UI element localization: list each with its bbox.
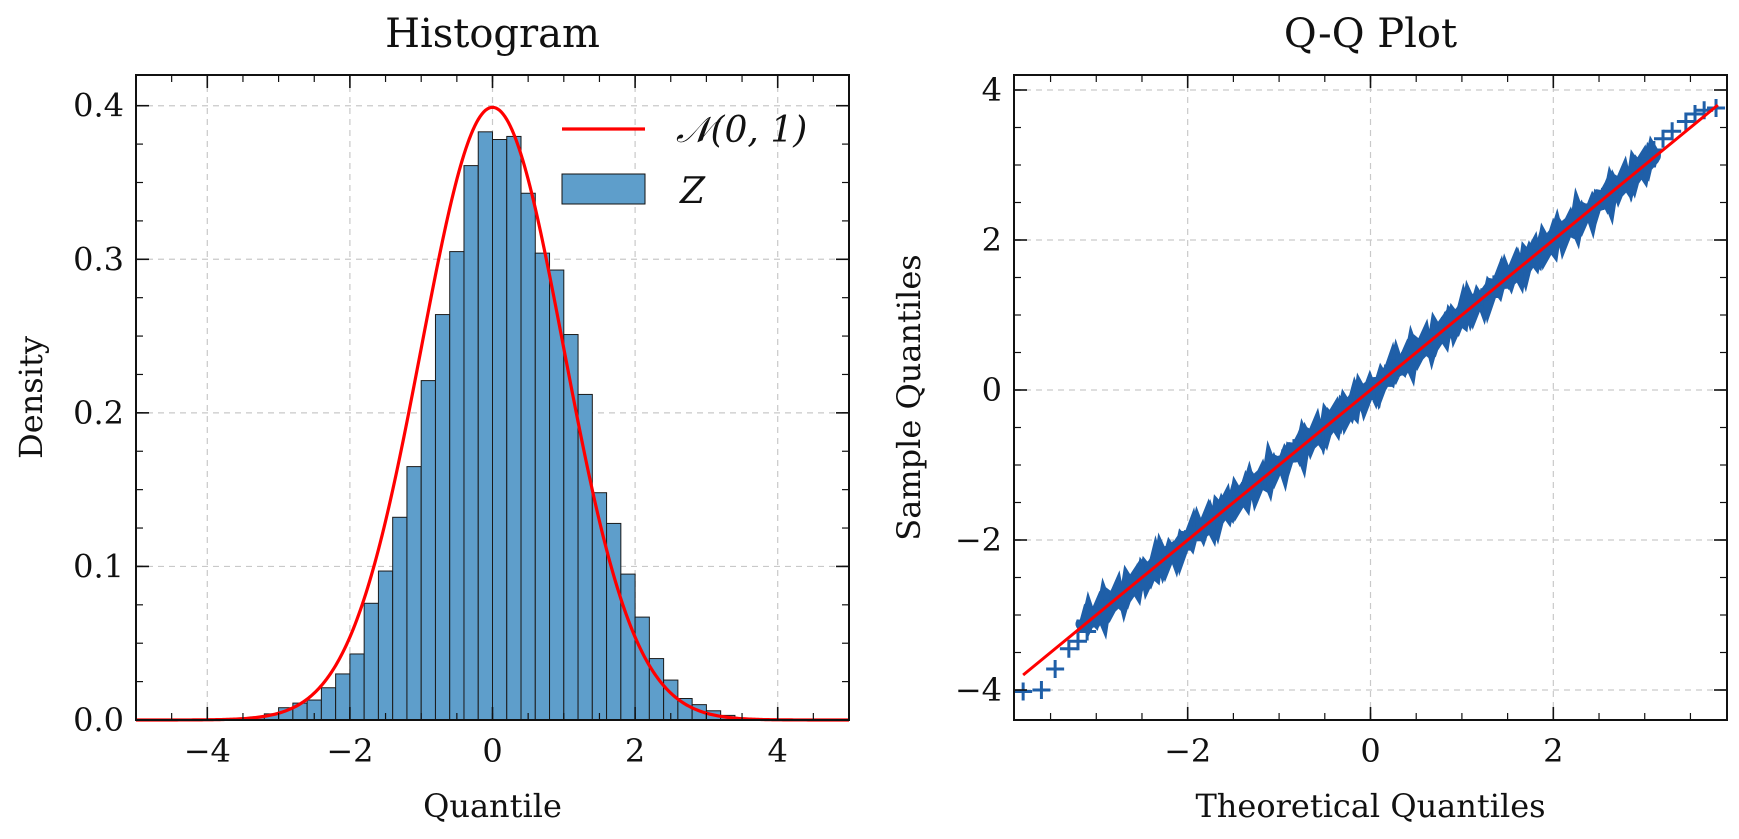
histogram-bar xyxy=(363,602,379,721)
histogram-bar xyxy=(620,573,636,721)
qq-point xyxy=(1046,660,1065,678)
qq-point xyxy=(1059,639,1078,658)
histogram-bar xyxy=(320,687,337,721)
normal-pdf-curve xyxy=(136,105,849,722)
qq-xlabel: Theoretical Quantiles xyxy=(1195,787,1545,825)
histogram-bar xyxy=(349,653,365,721)
legend-label-z: Z xyxy=(679,171,706,212)
qq-ytick-label: −4 xyxy=(955,671,1002,709)
histogram-bar xyxy=(406,466,422,721)
histogram-bar xyxy=(434,314,451,721)
histogram-bar xyxy=(420,380,436,721)
histogram-bar xyxy=(477,131,493,721)
histogram-ytick-label: 0.3 xyxy=(73,240,124,278)
legend-label-normal: 𝒩(0, 1) xyxy=(676,110,807,151)
histogram-legend: 𝒩(0, 1) Z xyxy=(561,110,807,212)
histogram-ytick-label: 0.0 xyxy=(73,701,124,739)
qq-ticks: −2 0 2 −4 −2 0 2 4 xyxy=(955,71,1727,770)
qq-plot-panel: −2 0 2 −4 −2 0 2 4 Q-Q Plot Theoretical Quantil… xyxy=(890,11,1728,825)
histogram-bar xyxy=(449,251,465,721)
histogram-ytick-label: 0.2 xyxy=(73,394,124,432)
histogram-ytick-label: 0.1 xyxy=(73,547,124,585)
histogram-bar xyxy=(506,135,522,721)
qq-point xyxy=(1686,105,1705,123)
histogram-ytick-label: 0.4 xyxy=(73,87,124,125)
histogram-ticks: −4 −2 0 2 4 0.0 0.1 0.2 0.3 0.4 xyxy=(73,75,850,770)
qq-reference-line xyxy=(1022,103,1719,677)
qq-xtick-label: 2 xyxy=(1543,732,1563,770)
histogram-xlabel: Quantile xyxy=(423,787,562,825)
histogram-bar xyxy=(377,570,394,721)
qq-point xyxy=(1654,129,1673,148)
histogram-panel: −4 −2 0 2 4 0.0 0.1 0.2 0.3 0.4 Histogram Quantil… xyxy=(12,11,850,825)
histogram-bar xyxy=(520,192,536,721)
qq-xtick-label: −2 xyxy=(1164,732,1211,770)
histogram-bar xyxy=(335,673,351,721)
histogram-xtick-label: 0 xyxy=(482,732,502,770)
histogram-xtick-label: 4 xyxy=(768,732,788,770)
qq-point xyxy=(1663,122,1682,141)
qq-ytick-label: 4 xyxy=(982,71,1002,109)
qq-point xyxy=(1068,632,1087,651)
legend-bar-swatch xyxy=(561,173,646,205)
histogram-xtick-label: −4 xyxy=(184,732,231,770)
qq-point xyxy=(1032,681,1051,699)
histogram-title: Histogram xyxy=(385,11,600,57)
qq-sample-points xyxy=(1014,99,1726,701)
histogram-bars xyxy=(235,131,750,721)
histogram-ylabel: Density xyxy=(12,336,50,459)
qq-xtick-label: 0 xyxy=(1360,732,1380,770)
histogram-bar xyxy=(634,616,650,721)
histogram-bar xyxy=(577,393,593,721)
qq-ytick-label: 2 xyxy=(982,221,1002,259)
qq-ylabel: Sample Quantiles xyxy=(890,254,928,540)
qq-point xyxy=(1676,112,1695,131)
histogram-bar xyxy=(463,165,479,721)
qq-title: Q-Q Plot xyxy=(1284,11,1457,57)
histogram-bar xyxy=(392,516,408,721)
qq-ytick-label: 0 xyxy=(982,371,1002,409)
histogram-bar xyxy=(534,252,551,721)
qq-ytick-label: −2 xyxy=(955,521,1002,559)
histogram-bar xyxy=(492,139,508,721)
qq-point xyxy=(1078,622,1097,641)
histogram-xtick-label: −2 xyxy=(326,732,373,770)
qq-point xyxy=(1014,682,1033,701)
histogram-xtick-label: 2 xyxy=(625,732,645,770)
